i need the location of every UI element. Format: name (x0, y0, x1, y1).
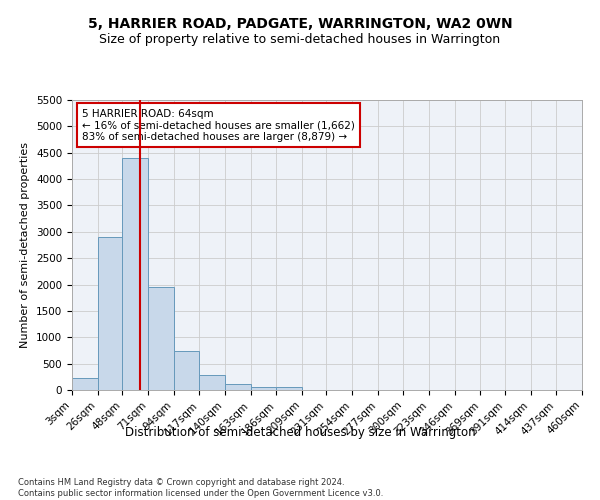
Text: Distribution of semi-detached houses by size in Warrington: Distribution of semi-detached houses by … (125, 426, 475, 439)
Bar (225, 384, 251, 390)
Bar (199, 374, 225, 390)
Text: Contains HM Land Registry data © Crown copyright and database right 2024.
Contai: Contains HM Land Registry data © Crown c… (18, 478, 383, 498)
Text: Size of property relative to semi-detached houses in Warrington: Size of property relative to semi-detach… (100, 32, 500, 46)
Bar (173, 351, 199, 390)
Bar (251, 386, 276, 390)
Bar (72, 378, 98, 390)
Y-axis label: Number of semi-detached properties: Number of semi-detached properties (20, 142, 31, 348)
Bar (276, 388, 302, 390)
Bar (148, 287, 173, 390)
Bar (122, 158, 148, 390)
Text: 5 HARRIER ROAD: 64sqm
← 16% of semi-detached houses are smaller (1,662)
83% of s: 5 HARRIER ROAD: 64sqm ← 16% of semi-deta… (82, 108, 355, 142)
Bar (98, 237, 122, 390)
Text: 5, HARRIER ROAD, PADGATE, WARRINGTON, WA2 0WN: 5, HARRIER ROAD, PADGATE, WARRINGTON, WA… (88, 18, 512, 32)
